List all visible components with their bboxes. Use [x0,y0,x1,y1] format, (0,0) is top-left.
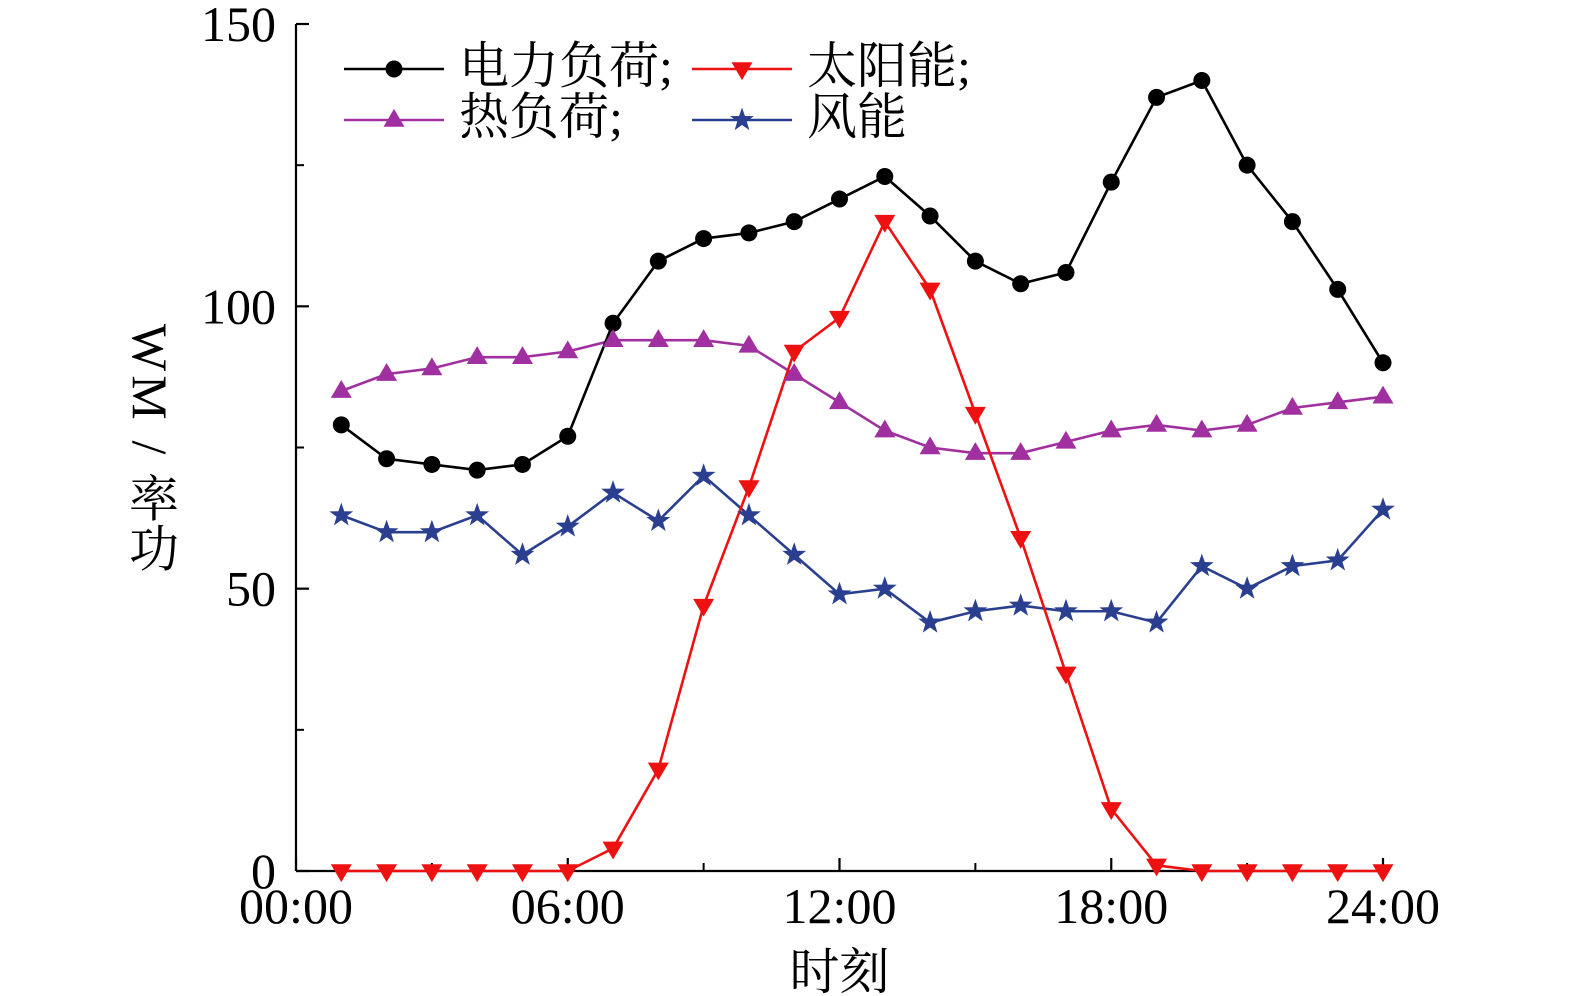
svg-text:率: 率 [122,473,178,523]
svg-text:时刻: 时刻 [790,944,890,996]
svg-text:150: 150 [201,0,276,52]
svg-text:热负荷;: 热负荷; [459,89,623,145]
svg-text:18:00: 18:00 [1054,878,1168,934]
svg-text:W: W [122,324,178,372]
svg-text:100: 100 [201,278,276,334]
svg-text:功: 功 [122,523,178,573]
svg-text:50: 50 [226,561,276,617]
svg-text:M: M [122,375,178,419]
svg-text:12:00: 12:00 [783,878,897,934]
svg-text:电力负荷;: 电力负荷; [459,38,673,94]
svg-text:/: / [122,441,178,455]
svg-text:06:00: 06:00 [511,878,625,934]
svg-text:24:00: 24:00 [1326,878,1440,934]
svg-text:太阳能;: 太阳能; [807,38,971,94]
svg-text:风能: 风能 [807,89,907,145]
svg-text:00:00: 00:00 [239,878,353,934]
